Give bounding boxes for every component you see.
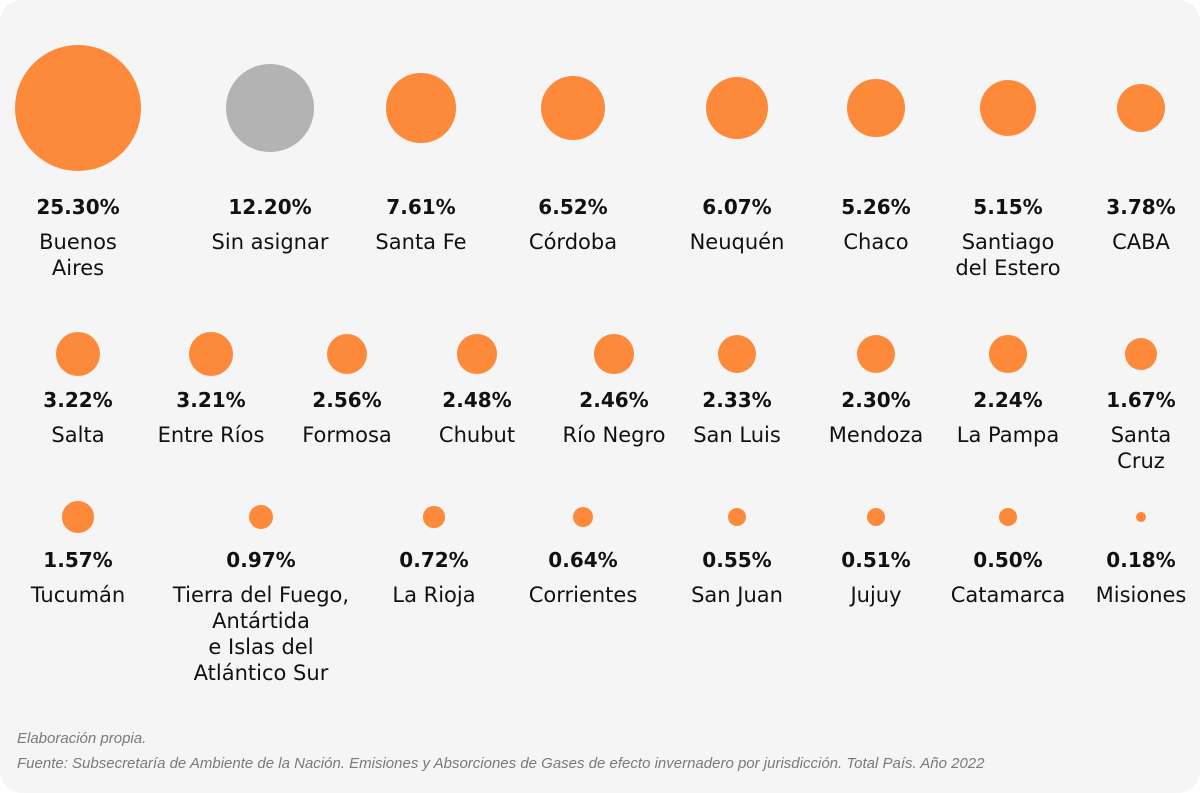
value-label-7: 3.78% (1106, 195, 1176, 219)
value-label-13: 2.33% (702, 388, 772, 412)
bubble-24 (1135, 511, 1147, 523)
value-label-17: 1.57% (43, 548, 113, 572)
value-label-23: 0.50% (973, 548, 1043, 572)
bubble-16 (1124, 337, 1158, 371)
value-label-18: 0.97% (226, 548, 296, 572)
value-label-0: 25.30% (36, 195, 120, 219)
bubble-3 (541, 76, 605, 140)
bubble-23 (999, 508, 1017, 526)
category-label-14: Mendoza (828, 423, 924, 447)
bubble-2 (386, 73, 456, 143)
bubble-4 (706, 77, 768, 139)
value-label-10: 2.56% (312, 388, 382, 412)
footer-note: Elaboración propia. (17, 730, 147, 747)
bubble-9 (188, 331, 234, 377)
bubble-15 (989, 335, 1027, 373)
category-label-22: Jujuy (850, 583, 902, 607)
value-label-15: 2.24% (973, 388, 1043, 412)
value-label-5: 5.26% (841, 195, 911, 219)
value-label-16: 1.67% (1106, 388, 1176, 412)
bubble-12 (594, 334, 634, 374)
category-label-21: San Juan (691, 583, 783, 607)
category-label-4: Neuquén (689, 230, 785, 254)
bubble-22 (867, 508, 885, 526)
value-label-9: 3.21% (176, 388, 246, 412)
category-label-23: Catamarca (950, 583, 1066, 607)
bubble-8 (55, 331, 101, 377)
category-label-16: Santa Cruz (1110, 423, 1172, 473)
value-label-19: 0.72% (399, 548, 469, 572)
value-label-2: 7.61% (386, 195, 456, 219)
bubble-7 (1116, 83, 1166, 133)
category-label-0: Buenos Aires (39, 230, 117, 280)
category-label-19: La Rioja (392, 583, 476, 607)
bubble-13 (717, 334, 757, 374)
value-label-24: 0.18% (1106, 548, 1176, 572)
bubble-6 (979, 79, 1037, 137)
category-label-3: Córdoba (528, 230, 618, 254)
value-label-6: 5.15% (973, 195, 1043, 219)
category-label-8: Salta (51, 423, 105, 447)
category-label-9: Entre Ríos (157, 423, 265, 447)
value-label-20: 0.64% (548, 548, 618, 572)
bubble-17 (62, 501, 94, 533)
value-label-12: 2.46% (579, 388, 649, 412)
value-label-22: 0.51% (841, 548, 911, 572)
category-label-18: Tierra del Fuego, Antártida e Islas del … (172, 583, 350, 685)
value-label-4: 6.07% (702, 195, 772, 219)
bubble-1 (226, 64, 314, 152)
category-label-12: Río Negro (562, 423, 666, 447)
value-label-21: 0.55% (702, 548, 772, 572)
bubble-18 (248, 504, 274, 530)
category-label-20: Corrientes (528, 583, 638, 607)
bubble-11 (457, 334, 497, 374)
footer-source: Fuente: Subsecretaría de Ambiente de la … (17, 755, 985, 772)
category-label-1: Sin asignar (211, 230, 329, 254)
bubble-20 (572, 506, 593, 527)
bubble-21 (727, 507, 747, 527)
category-label-6: Santiago del Estero (955, 230, 1061, 280)
value-label-3: 6.52% (538, 195, 608, 219)
value-label-11: 2.48% (442, 388, 512, 412)
bubble-14 (857, 335, 895, 373)
category-label-10: Formosa (302, 423, 392, 447)
category-label-13: San Luis (693, 423, 781, 447)
category-label-7: CABA (1112, 230, 1170, 254)
value-label-8: 3.22% (43, 388, 113, 412)
category-label-17: Tucumán (30, 583, 126, 607)
bubble-5 (847, 79, 905, 137)
category-label-15: La Pampa (956, 423, 1060, 447)
value-label-14: 2.30% (841, 388, 911, 412)
category-label-2: Santa Fe (375, 230, 467, 254)
category-label-24: Misiones (1095, 583, 1187, 607)
category-label-11: Chubut (438, 423, 516, 447)
category-label-5: Chaco (843, 230, 909, 254)
bubble-0 (15, 45, 141, 171)
bubble-10 (326, 333, 368, 375)
bubble-19 (423, 506, 445, 528)
value-label-1: 12.20% (228, 195, 312, 219)
